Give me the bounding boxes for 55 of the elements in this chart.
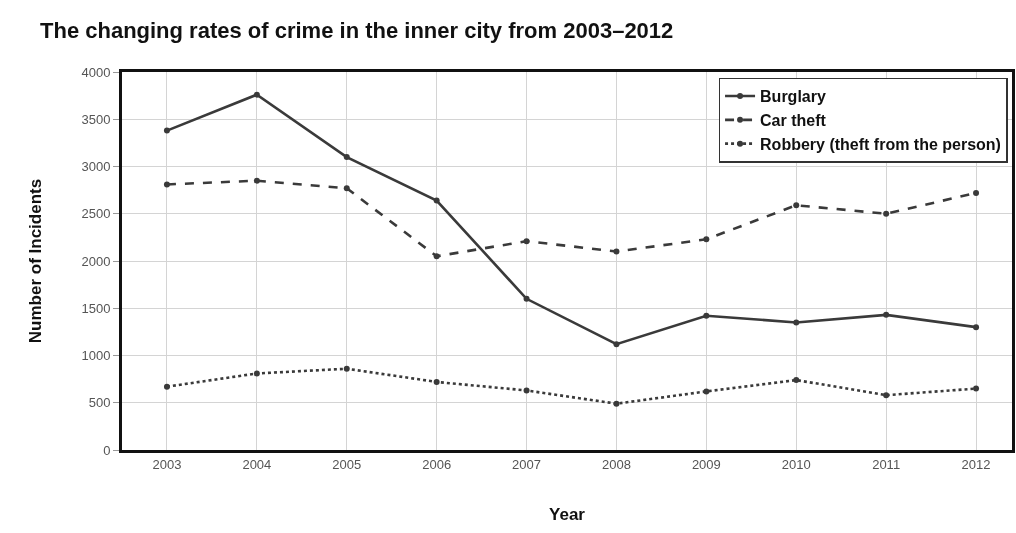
x-tick-label: 2006 (422, 456, 452, 472)
point (883, 210, 890, 217)
point (793, 202, 800, 209)
y-tick-label: 1000 (81, 348, 111, 364)
point (433, 197, 440, 204)
y-tick-label: 2500 (81, 206, 111, 222)
point (613, 248, 620, 255)
point (523, 295, 530, 302)
x-tick-label: 2012 (961, 456, 991, 472)
point (703, 236, 710, 243)
x-tick-label: 2010 (781, 456, 811, 472)
point (973, 385, 980, 392)
x-tick-label: 2007 (512, 456, 542, 472)
point (523, 387, 530, 394)
point (163, 383, 170, 390)
point (433, 253, 440, 260)
y-tick-label: 3000 (81, 159, 111, 175)
point (343, 154, 350, 161)
x-tick-label: 2011 (872, 456, 901, 472)
point (793, 377, 800, 384)
x-tick-label: 2005 (332, 456, 362, 472)
legend-label: Car theft (760, 112, 827, 130)
point (163, 127, 170, 134)
chart-title: The changing rates of crime in the inner city from 2003–2012 (40, 17, 674, 43)
point (343, 185, 350, 192)
point (433, 378, 440, 385)
point (883, 392, 890, 399)
y-axis-title: Number of Incidents (26, 178, 46, 344)
point (793, 319, 800, 326)
legend-label: Robbery (theft from the person) (760, 135, 1001, 153)
y-tick-label: 3500 (81, 111, 111, 127)
point (163, 181, 170, 188)
point (253, 370, 260, 377)
point (703, 312, 710, 319)
point (973, 189, 980, 196)
point (253, 91, 260, 98)
x-tick-label: 2004 (242, 456, 272, 472)
y-tick-label: 4000 (81, 64, 111, 80)
x-tick-label: 2003 (152, 456, 182, 472)
point (343, 365, 350, 372)
point (883, 311, 890, 318)
point (523, 238, 530, 245)
x-tick-label: 2009 (691, 456, 721, 472)
y-tick-label: 500 (88, 395, 111, 411)
legend-label: Burglary (760, 88, 826, 106)
y-tick-label: 0 (103, 442, 111, 458)
point (613, 341, 620, 348)
point (973, 324, 980, 331)
x-axis-title: Year (549, 505, 586, 524)
point (253, 177, 260, 184)
y-tick-label: 2000 (81, 253, 111, 269)
y-tick-label: 1500 (81, 300, 111, 316)
x-tick-label: 2008 (601, 456, 631, 472)
point (703, 388, 710, 395)
point (613, 400, 620, 407)
